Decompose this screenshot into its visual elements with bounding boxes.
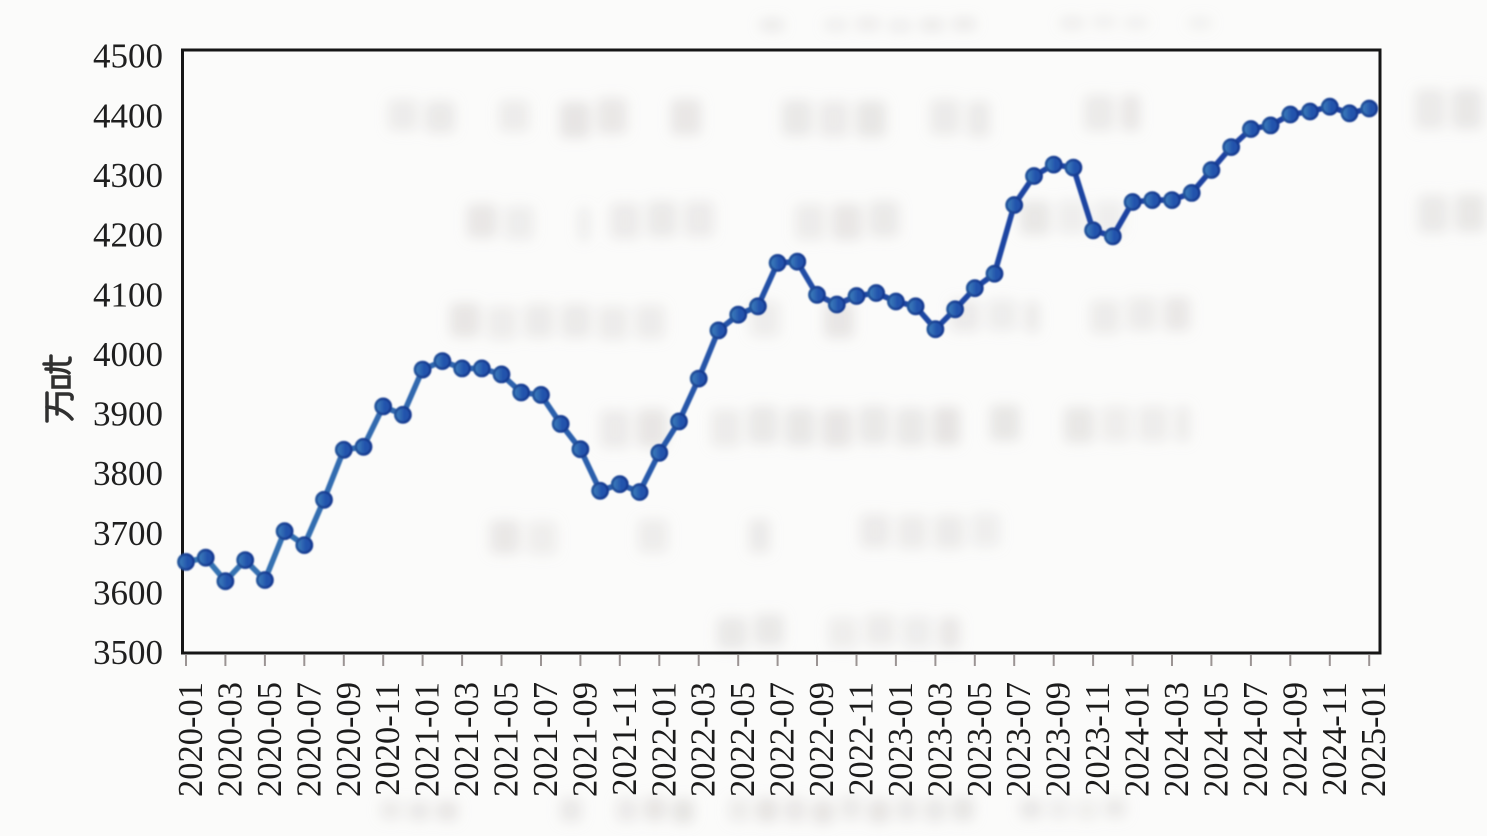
svg-text:4100: 4100 [93, 275, 163, 314]
svg-text:4300: 4300 [93, 156, 163, 195]
svg-text:2022-03: 2022-03 [685, 682, 723, 797]
svg-text:2020-05: 2020-05 [251, 682, 289, 797]
svg-text:3800: 3800 [93, 454, 163, 493]
svg-text:3600: 3600 [93, 574, 163, 613]
svg-text:4400: 4400 [93, 96, 163, 135]
svg-text:2022-05: 2022-05 [724, 682, 762, 797]
svg-text:2020-01: 2020-01 [172, 682, 210, 797]
svg-text:2020-11: 2020-11 [369, 682, 407, 796]
svg-text:2025-01: 2025-01 [1355, 682, 1393, 797]
svg-text:2022-01: 2022-01 [645, 682, 683, 797]
svg-text:4000: 4000 [93, 335, 163, 374]
svg-text:4200: 4200 [93, 216, 163, 255]
svg-text:2020-03: 2020-03 [211, 682, 249, 797]
svg-text:3500: 3500 [93, 633, 163, 672]
svg-text:2023-11: 2023-11 [1079, 682, 1117, 796]
svg-text:2023-05: 2023-05 [961, 682, 999, 797]
svg-text:2024-09: 2024-09 [1276, 682, 1314, 797]
svg-text:4500: 4500 [93, 37, 163, 76]
svg-text:2023-07: 2023-07 [1000, 682, 1038, 797]
svg-text:2021-09: 2021-09 [566, 682, 604, 797]
svg-text:2024-07: 2024-07 [1237, 682, 1275, 797]
svg-text:2021-01: 2021-01 [409, 682, 447, 797]
svg-text:3700: 3700 [93, 514, 163, 553]
svg-text:2022-07: 2022-07 [764, 682, 802, 797]
svg-text:2021-03: 2021-03 [448, 682, 486, 797]
svg-text:2024-05: 2024-05 [1197, 682, 1235, 797]
svg-text:2020-09: 2020-09 [330, 682, 368, 797]
svg-text:2024-01: 2024-01 [1119, 682, 1157, 797]
svg-text:2021-11: 2021-11 [606, 682, 644, 796]
svg-text:2023-01: 2023-01 [882, 682, 920, 797]
svg-text:2022-09: 2022-09 [803, 682, 841, 797]
svg-text:2024-11: 2024-11 [1316, 682, 1354, 796]
svg-text:2023-03: 2023-03 [921, 682, 959, 797]
svg-text:3900: 3900 [93, 395, 163, 434]
svg-text:2024-03: 2024-03 [1158, 682, 1196, 797]
svg-text:2021-07: 2021-07 [527, 682, 565, 797]
svg-text:2020-07: 2020-07 [290, 682, 328, 797]
svg-text:2022-11: 2022-11 [843, 682, 881, 796]
svg-text:2021-05: 2021-05 [488, 682, 526, 797]
svg-text:2023-09: 2023-09 [1040, 682, 1078, 797]
